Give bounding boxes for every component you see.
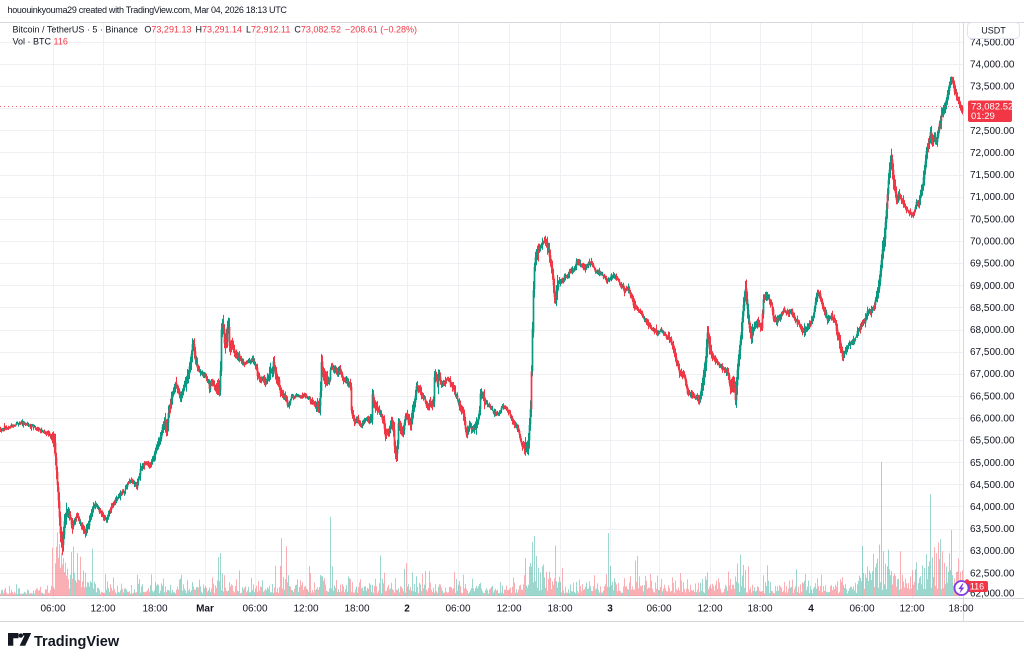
svg-text:69,500.00: 69,500.00	[970, 259, 1015, 270]
svg-text:69,000.00: 69,000.00	[970, 281, 1015, 292]
svg-text:TradingView: TradingView	[34, 634, 120, 650]
svg-text:63,500.00: 63,500.00	[970, 524, 1015, 535]
svg-text:116: 116	[970, 582, 984, 592]
svg-text:72,500.00: 72,500.00	[970, 126, 1015, 137]
svg-text:06:00: 06:00	[849, 604, 874, 615]
svg-text:4: 4	[808, 604, 814, 615]
svg-text:72,000.00: 72,000.00	[970, 148, 1015, 159]
svg-text:USDT: USDT	[981, 26, 1006, 36]
svg-text:66,500.00: 66,500.00	[970, 391, 1015, 402]
svg-text:hououinkyouma29 created with T: hououinkyouma29 created with TradingView…	[8, 5, 288, 15]
svg-text:06:00: 06:00	[646, 604, 671, 615]
svg-text:Vol · BTC 116: Vol · BTC 116	[13, 37, 68, 47]
svg-text:64,500.00: 64,500.00	[970, 480, 1015, 491]
svg-text:67,500.00: 67,500.00	[970, 347, 1015, 358]
svg-text:73,500.00: 73,500.00	[970, 82, 1015, 93]
svg-text:68,000.00: 68,000.00	[970, 325, 1015, 336]
svg-text:66,000.00: 66,000.00	[970, 414, 1015, 425]
svg-text:74,500.00: 74,500.00	[970, 37, 1015, 48]
svg-text:65,000.00: 65,000.00	[970, 458, 1015, 469]
svg-text:67,000.00: 67,000.00	[970, 369, 1015, 380]
svg-text:70,000.00: 70,000.00	[970, 237, 1015, 248]
svg-text:71,000.00: 71,000.00	[970, 192, 1015, 203]
svg-text:68,500.00: 68,500.00	[970, 303, 1015, 314]
svg-text:65,500.00: 65,500.00	[970, 436, 1015, 447]
svg-text:12:00: 12:00	[899, 604, 924, 615]
svg-text:18:00: 18:00	[344, 604, 369, 615]
svg-text:62,000.00: 62,000.00	[970, 589, 1015, 600]
svg-text:12:00: 12:00	[697, 604, 722, 615]
svg-text:12:00: 12:00	[293, 604, 318, 615]
svg-text:18:00: 18:00	[142, 604, 167, 615]
svg-text:Mar: Mar	[196, 604, 214, 615]
svg-text:01:29: 01:29	[971, 111, 995, 122]
svg-text:64,000.00: 64,000.00	[970, 502, 1015, 513]
svg-text:71,500.00: 71,500.00	[970, 170, 1015, 181]
svg-text:Bitcoin / TetherUS · 5 · Binan: Bitcoin / TetherUS · 5 · Binance O73,291…	[13, 25, 418, 35]
svg-text:18:00: 18:00	[547, 604, 572, 615]
svg-text:18:00: 18:00	[948, 604, 973, 615]
svg-text:63,000.00: 63,000.00	[970, 546, 1015, 557]
svg-text:2: 2	[404, 604, 410, 615]
svg-text:62,500.00: 62,500.00	[970, 568, 1015, 579]
svg-text:3: 3	[607, 604, 613, 615]
svg-text:12:00: 12:00	[496, 604, 521, 615]
svg-text:06:00: 06:00	[242, 604, 267, 615]
svg-text:18:00: 18:00	[747, 604, 772, 615]
svg-text:06:00: 06:00	[40, 604, 65, 615]
svg-text:73,082.52: 73,082.52	[971, 102, 1013, 113]
svg-text:06:00: 06:00	[445, 604, 470, 615]
svg-text:74,000.00: 74,000.00	[970, 60, 1015, 71]
svg-text:70,500.00: 70,500.00	[970, 214, 1015, 225]
svg-text:12:00: 12:00	[90, 604, 115, 615]
